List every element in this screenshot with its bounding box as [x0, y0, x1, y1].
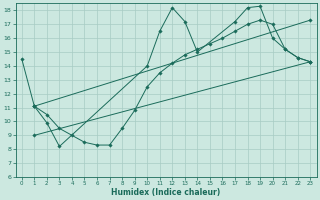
X-axis label: Humidex (Indice chaleur): Humidex (Indice chaleur) [111, 188, 221, 197]
